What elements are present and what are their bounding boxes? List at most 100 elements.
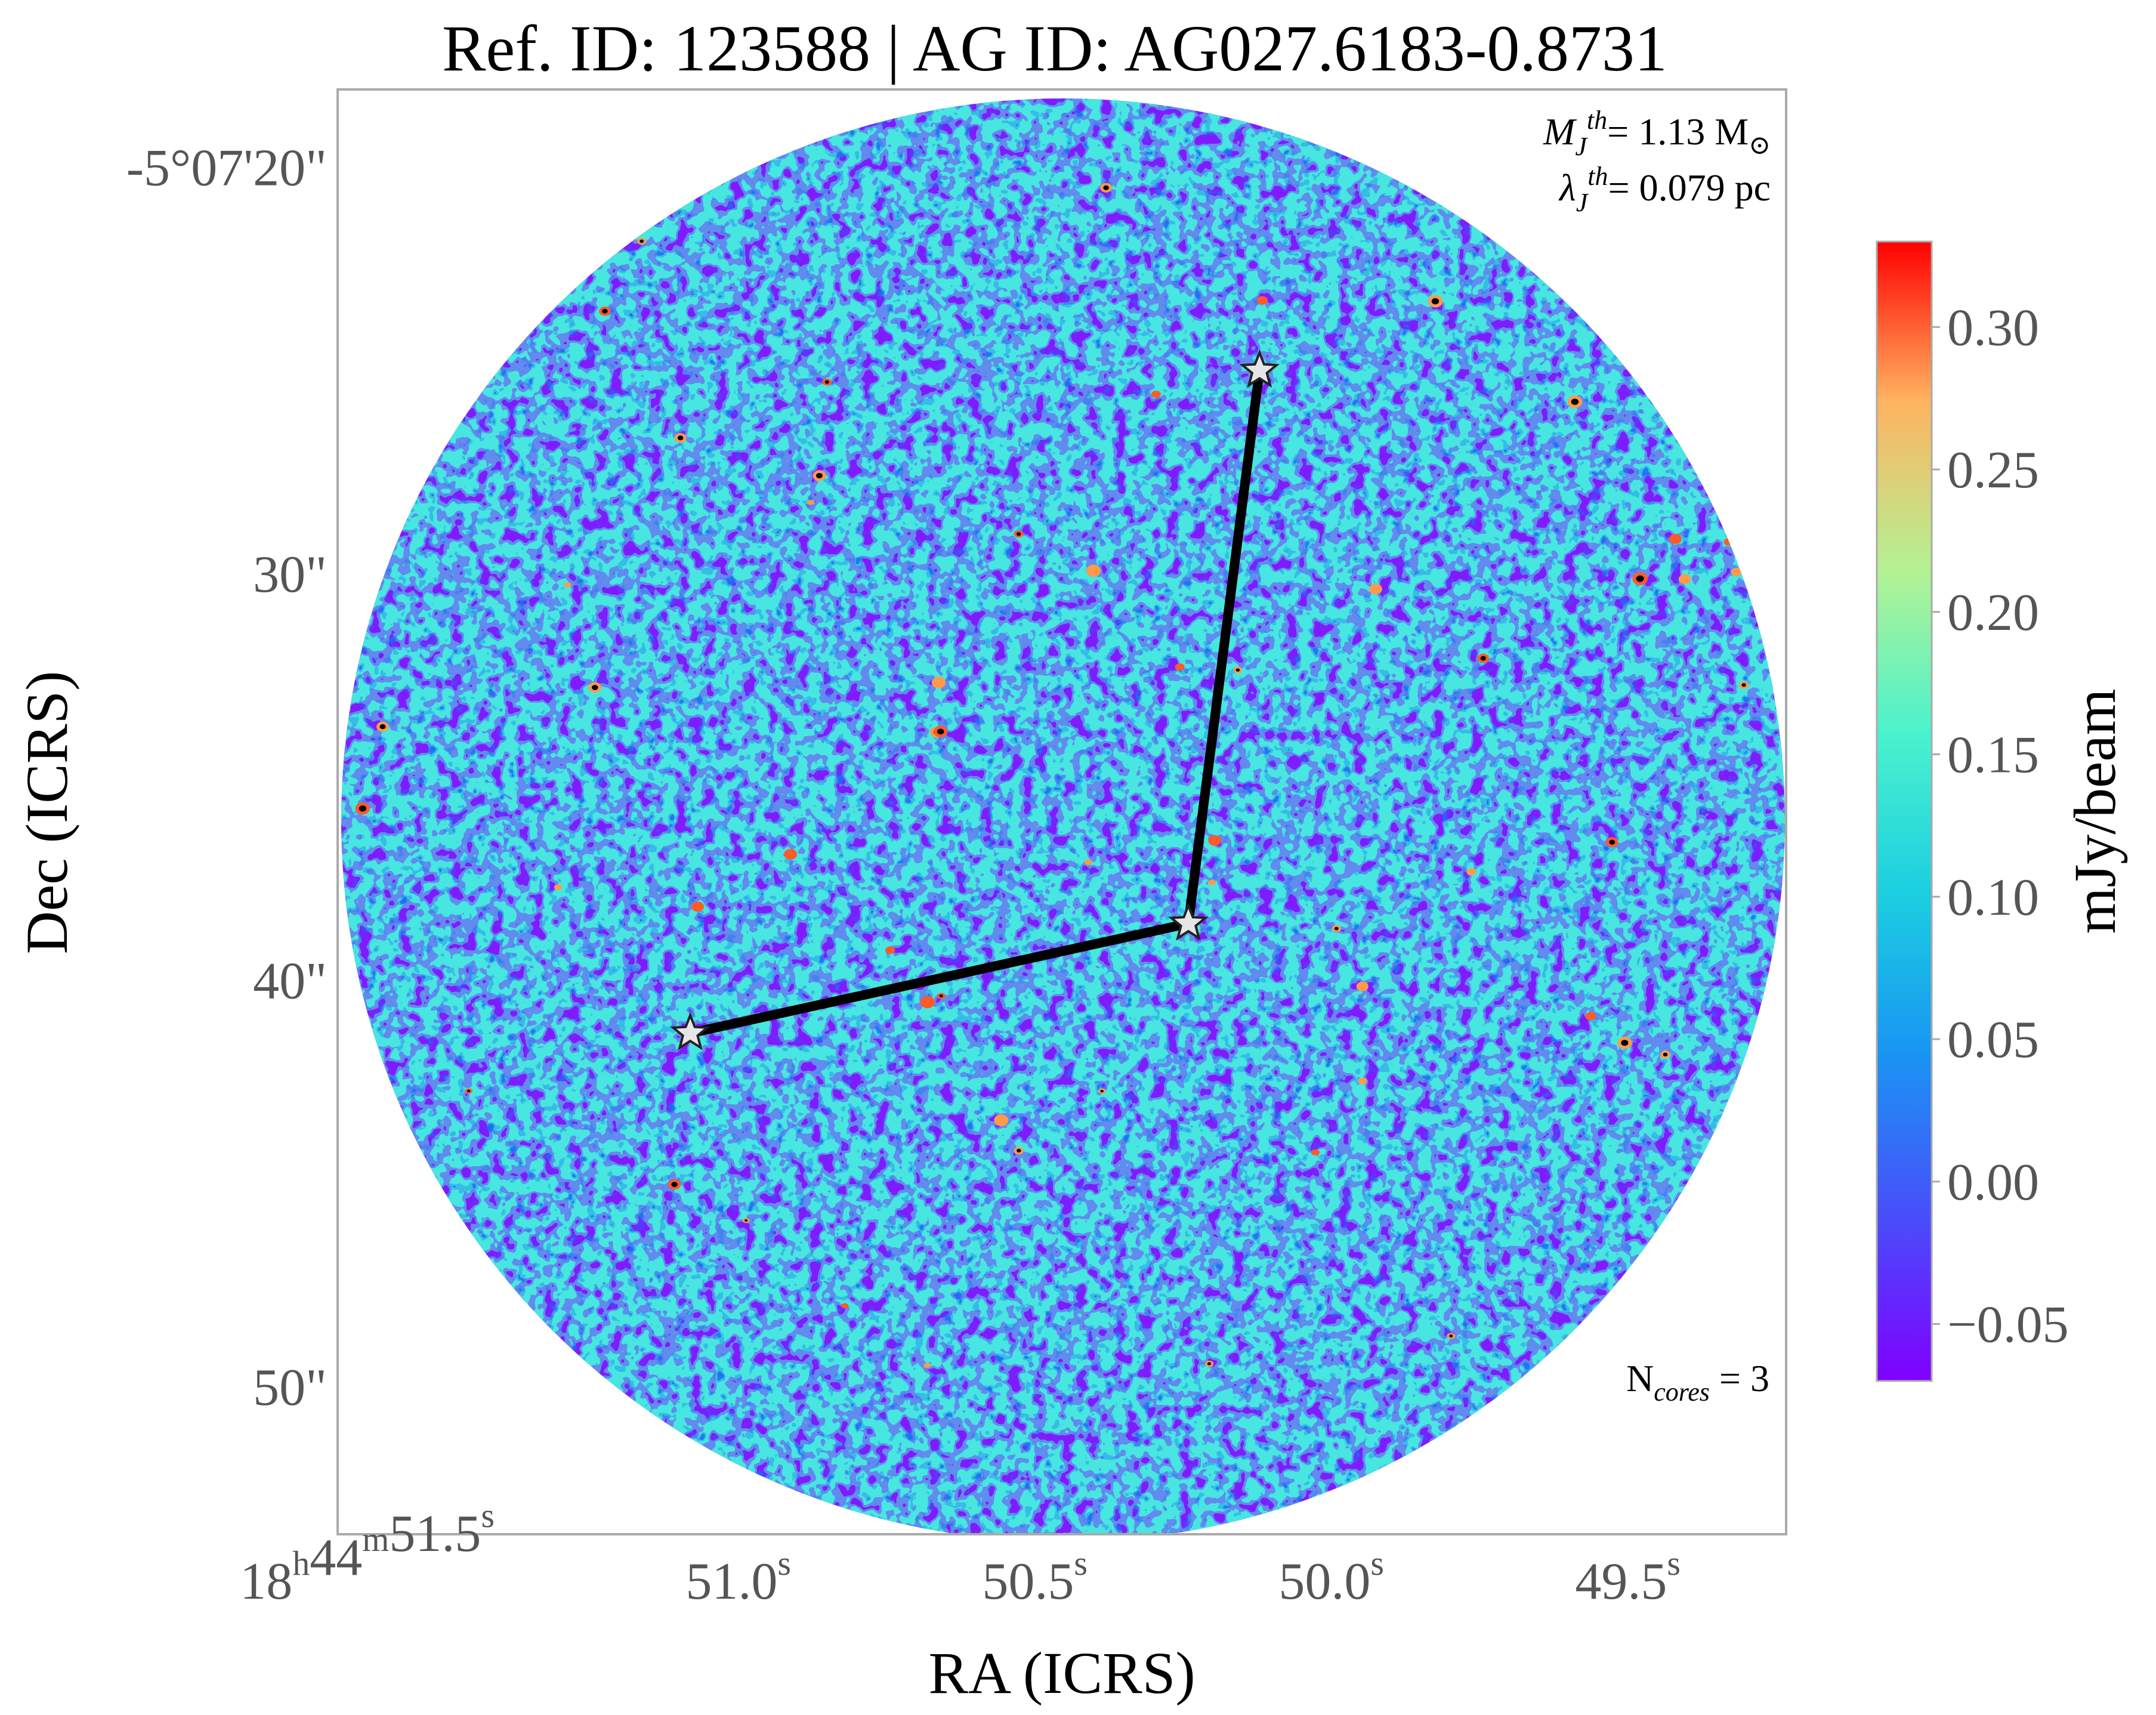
- core-markers: [670, 349, 1280, 1050]
- y-tick-label: 30": [253, 546, 327, 604]
- noise-peak: [920, 996, 935, 1009]
- tick-unit: s: [481, 1496, 495, 1535]
- noise-peak-contour: [824, 380, 829, 384]
- noise-peak-contour: [745, 1219, 748, 1222]
- plot-frame: [336, 88, 1787, 1535]
- noise-peak-contour: [1609, 839, 1616, 845]
- noise-peak-contour: [937, 728, 944, 735]
- tick-unit: s: [777, 1544, 791, 1583]
- tick-unit: s: [1370, 1544, 1384, 1583]
- noise-peak-contour: [592, 685, 598, 690]
- x-tick-label: 50.0s: [1278, 1544, 1384, 1611]
- noise-peak: [1369, 583, 1382, 595]
- y-tick-label: 40": [253, 953, 327, 1011]
- mass-sup: th: [1587, 106, 1607, 135]
- tick-value: 44: [310, 1529, 362, 1587]
- noise-peak-contour: [640, 239, 644, 243]
- length-sub: J: [1576, 188, 1589, 217]
- tick-value: 50.0: [1278, 1553, 1370, 1611]
- colorbar-tick-label: 0.20: [1947, 584, 2039, 642]
- colorbar-tick-label: 0.15: [1947, 727, 2039, 784]
- noise-peak: [1731, 568, 1742, 576]
- noise-peak-contour: [1103, 185, 1109, 190]
- core-star: [670, 1012, 711, 1050]
- noise-peak-contour: [359, 805, 366, 812]
- noise-peak: [994, 1114, 1009, 1127]
- noise-peak-contour: [939, 994, 943, 998]
- length-symbol: λ: [1558, 166, 1576, 209]
- noise-peak: [784, 849, 798, 860]
- mass-unit-symbol: ⊙: [1749, 131, 1771, 160]
- noise-peak: [1669, 534, 1682, 544]
- noise-peak: [1466, 868, 1477, 876]
- ncores-prefix: N: [1626, 1357, 1654, 1399]
- x-tick-label: 50.5s: [982, 1544, 1088, 1611]
- colorbar-tick-label: −0.05: [1947, 1296, 2069, 1354]
- x-tick-label: 51.0s: [685, 1544, 791, 1611]
- noise-peak-contour: [379, 724, 386, 730]
- noise-peak-contour: [677, 435, 684, 441]
- x-tick-label: 18h44m51.5s: [240, 1496, 495, 1611]
- ncores-text: = 3: [1710, 1357, 1769, 1399]
- core-star: [1168, 902, 1209, 941]
- noise-peak: [564, 582, 572, 588]
- mst-edges: [685, 366, 1265, 1039]
- noise-peak-contour: [1431, 298, 1440, 305]
- noise-peak: [1256, 296, 1268, 305]
- jeans-length-annotation: λJth= 0.079 pc: [1558, 162, 1771, 217]
- ncores-sub: cores: [1654, 1377, 1710, 1407]
- noise-peak: [1356, 981, 1369, 991]
- noise-peak-contour: [467, 1089, 471, 1093]
- noise-peak: [554, 884, 563, 890]
- noise-peak-contour: [1017, 1148, 1021, 1153]
- noise-peak-contour: [1235, 668, 1240, 672]
- y-axis-label: Dec (ICRS): [14, 671, 80, 954]
- jeans-mass-annotation: MJth= 1.13 M⊙: [1543, 106, 1771, 161]
- noise-peak: [1175, 663, 1185, 671]
- noise-peak: [841, 1303, 849, 1309]
- map-noise-green: [341, 98, 1785, 1534]
- tick-unit: s: [1667, 1544, 1681, 1583]
- noise-peak-contour: [1100, 1089, 1104, 1093]
- noise-peak: [1585, 1012, 1596, 1021]
- colorbar-tick-label: 0.00: [1947, 1154, 2039, 1212]
- colorbar-label: mJy/beam: [2062, 688, 2128, 934]
- noise-peak: [1311, 1149, 1320, 1155]
- x-axis-label: RA (ICRS): [928, 1640, 1195, 1706]
- noise-peak-contour: [1207, 1362, 1212, 1365]
- noise-peak-contour: [602, 308, 608, 314]
- noise-peak: [1086, 564, 1101, 577]
- noise-peak-contour: [816, 472, 823, 478]
- intensity-map: [341, 98, 1785, 1534]
- tick-unit: s: [1074, 1544, 1088, 1583]
- tick-value: 49.5: [1575, 1553, 1667, 1611]
- mst-edge: [685, 919, 1193, 1039]
- noise-peak: [1207, 879, 1216, 886]
- noise-peak-contour: [1741, 683, 1746, 687]
- noise-peak-contour: [1621, 1040, 1629, 1046]
- noise-peak: [923, 1362, 931, 1368]
- noise-peak: [691, 901, 704, 912]
- tick-value: 50.5: [982, 1553, 1074, 1611]
- y-tick-label: 50": [253, 1359, 327, 1417]
- y-tick-label: -5°07'20": [126, 140, 327, 197]
- noise-peak-contour: [1571, 398, 1579, 405]
- colorbar-tick-label: 0.25: [1947, 441, 2039, 499]
- tick-value: 51.5: [389, 1505, 481, 1563]
- noise-peak-contour: [1449, 1334, 1453, 1338]
- noise-peak: [1358, 1077, 1367, 1084]
- noise-peak: [1208, 835, 1221, 846]
- noise-peak-contour: [1480, 656, 1486, 661]
- colorbar-ticks: 0.30 0.25 0.20 0.15 0.10 0.05 0.00 −0.05: [1932, 299, 2069, 1354]
- tick-value: 51.0: [685, 1553, 777, 1611]
- length-text: = 0.079 pc: [1608, 166, 1771, 209]
- mass-sub: J: [1575, 132, 1588, 161]
- length-sup: th: [1587, 162, 1608, 191]
- mass-text: = 1.13 M: [1607, 110, 1749, 153]
- noise-peak: [1678, 574, 1691, 585]
- mst-edge: [1183, 366, 1265, 929]
- colorbar-tick-label: 0.10: [1947, 869, 2039, 926]
- colorbar-tick-label: 0.05: [1947, 1011, 2039, 1069]
